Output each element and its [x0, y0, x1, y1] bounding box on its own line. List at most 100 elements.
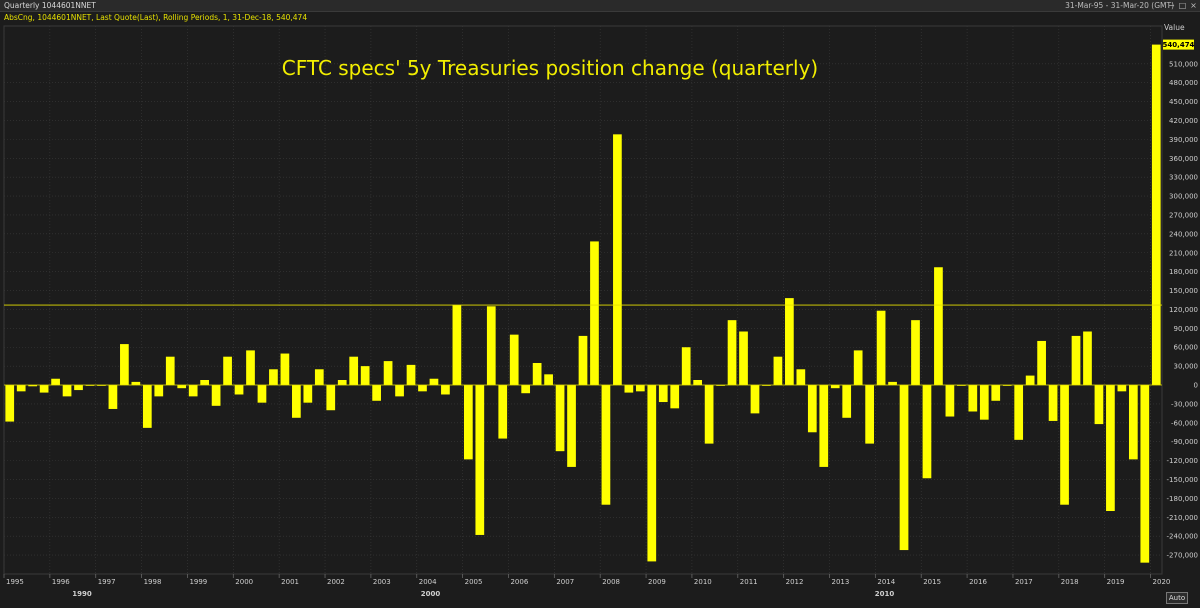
bar: [1106, 385, 1115, 512]
bar: [681, 347, 691, 386]
bar: [475, 385, 485, 535]
x-tick-label: 2018: [1061, 578, 1079, 586]
y-tick-label: 450,000: [1169, 98, 1198, 106]
bar: [165, 356, 175, 386]
bar: [452, 305, 462, 386]
decade-label: 2000: [421, 590, 441, 598]
bar: [979, 385, 989, 420]
bar: [1014, 385, 1024, 440]
x-tick-label: 2016: [969, 578, 987, 586]
y-tick-label: -60,000: [1171, 419, 1198, 427]
date-range: 31-Mar-95 - 31-Mar-20 (GMT): [1065, 1, 1174, 10]
y-tick-label: 30,000: [1174, 363, 1199, 371]
bar: [120, 344, 129, 386]
bar: [647, 385, 657, 562]
bar: [693, 379, 703, 386]
bar: [624, 385, 634, 393]
bar: [613, 134, 622, 386]
y-tick-label: 300,000: [1169, 193, 1198, 201]
title-bar: Quarterly 1044601NNET 31-Mar-95 - 31-Mar…: [0, 0, 1200, 12]
bar: [429, 378, 439, 386]
bar: [853, 350, 863, 386]
bar: [108, 385, 118, 409]
bar: [567, 385, 576, 467]
bar: [865, 385, 874, 444]
bar: [968, 385, 978, 412]
y-tick-label: -180,000: [1167, 495, 1198, 503]
bar: [1140, 385, 1150, 563]
bar: [601, 385, 611, 505]
minimize-icon[interactable]: −: [1168, 1, 1175, 10]
auto-scale-button[interactable]: Auto: [1166, 592, 1188, 604]
bar: [200, 379, 210, 386]
x-tick-label: 2014: [877, 578, 895, 586]
bar: [188, 385, 198, 397]
y-tick-label: -90,000: [1171, 438, 1198, 446]
bar: [819, 385, 829, 467]
value-axis-header: Value: [1164, 23, 1185, 32]
x-tick-label: 2002: [327, 578, 345, 586]
bar: [635, 385, 645, 392]
bar: [578, 335, 588, 386]
bar: [154, 385, 164, 397]
bar: [1060, 385, 1069, 505]
y-tick-label: 150,000: [1169, 287, 1198, 295]
decade-label: 1990: [72, 590, 92, 598]
window-title: Quarterly 1044601NNET: [4, 1, 96, 10]
bar: [498, 385, 508, 439]
bar: [395, 385, 404, 397]
y-tick-label: -150,000: [1167, 476, 1198, 484]
bar: [876, 310, 886, 386]
bar: [670, 385, 680, 409]
x-tick-label: 2019: [1107, 578, 1125, 586]
x-tick-label: 1999: [189, 578, 207, 586]
bar: [991, 385, 1001, 401]
bar: [314, 369, 324, 386]
bar: [28, 385, 38, 387]
bar: [372, 385, 381, 401]
close-icon[interactable]: ×: [1190, 1, 1197, 10]
x-tick-label: 2006: [510, 578, 528, 586]
y-tick-label: 510,000: [1169, 60, 1198, 68]
y-tick-label: -210,000: [1167, 514, 1198, 522]
x-tick-label: 2000: [235, 578, 253, 586]
bar: [292, 385, 301, 418]
bar: [807, 385, 817, 433]
bar: [16, 385, 26, 392]
x-tick-label: 2005: [465, 578, 483, 586]
x-tick-label: 2003: [373, 578, 391, 586]
x-tick-label: 1998: [144, 578, 162, 586]
bar: [51, 378, 60, 386]
y-tick-label: 270,000: [1169, 211, 1198, 219]
y-tick-label: 120,000: [1169, 306, 1198, 314]
x-tick-label: 1997: [98, 578, 116, 586]
bar: [922, 385, 932, 479]
x-tick-label: 2013: [832, 578, 850, 586]
x-tick-label: 2011: [740, 578, 758, 586]
bar: [544, 374, 553, 386]
maximize-icon[interactable]: □: [1178, 1, 1187, 10]
y-tick-label: -270,000: [1167, 552, 1198, 560]
bar: [337, 379, 347, 386]
bar: [555, 385, 565, 452]
series-info-bar: AbsCng, 1044601NNET, Last Quote(Last), R…: [0, 12, 1200, 24]
y-tick-label: -240,000: [1167, 533, 1198, 541]
bar: [360, 366, 370, 386]
y-tick-label: 0: [1194, 382, 1198, 390]
bar: [1037, 340, 1046, 386]
bar: [463, 385, 473, 460]
x-tick-label: 2015: [923, 578, 941, 586]
bar: [1071, 335, 1081, 386]
bar: [934, 267, 943, 386]
x-tick-label: 2008: [602, 578, 620, 586]
bar: [1117, 385, 1127, 392]
bar: [177, 385, 187, 389]
last-value-tag: [1163, 39, 1194, 50]
bar: [246, 350, 255, 386]
x-tick-label: 2001: [281, 578, 299, 586]
bar: [739, 331, 748, 386]
bar: [750, 385, 760, 414]
bar: [796, 369, 806, 386]
y-tick-label: 210,000: [1169, 249, 1198, 257]
